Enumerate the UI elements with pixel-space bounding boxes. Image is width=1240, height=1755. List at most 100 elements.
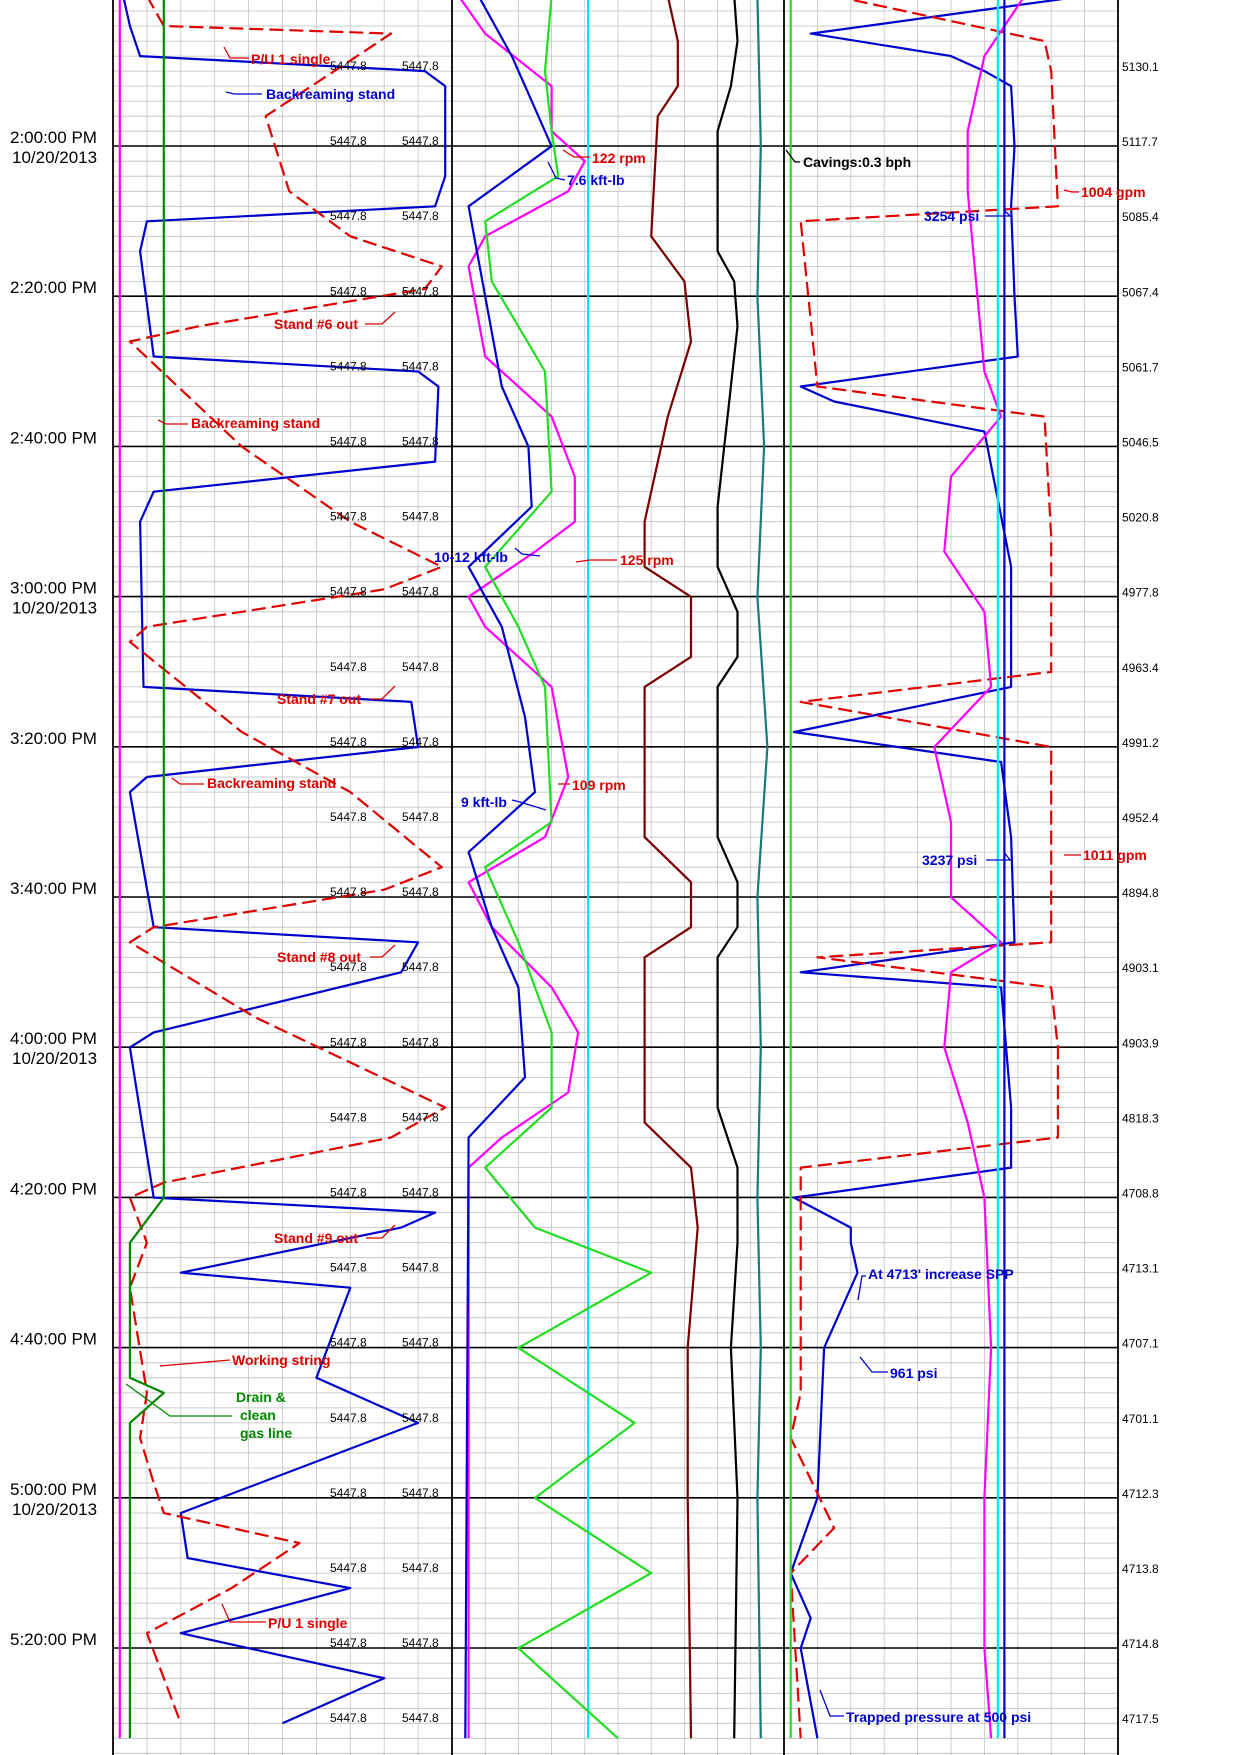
annotation-3254-psi: 3254 psi	[924, 208, 979, 224]
measured-depth-label: 4713.8	[1122, 1562, 1159, 1576]
measured-depth-label: 4712.3	[1122, 1487, 1159, 1501]
time-tick-label: 4:00:00 PM	[10, 1029, 97, 1048]
annotations: P/U 1 single Backreaming stand Stand #6 …	[191, 51, 1147, 1725]
date-tick-label: 10/20/2013	[12, 148, 97, 167]
bit-depth-label: 5447.8	[330, 1186, 367, 1200]
time-tick-label: 3:40:00 PM	[10, 879, 97, 898]
bit-depth-label: 5447.8	[330, 1336, 367, 1350]
bit-depth-label: 5447.8	[330, 284, 367, 298]
bit-depth-label: 5447.8	[330, 810, 367, 824]
annotation-122-rpm: 122 rpm	[592, 150, 646, 166]
measured-depth-label: 5061.7	[1122, 360, 1159, 374]
annotation-stand-7-out: Stand #7 out	[277, 691, 361, 707]
date-tick-label: 10/20/2013	[12, 1049, 97, 1068]
bit-depth-label: 5447.8	[330, 585, 367, 599]
series-line-track-3-3	[933, 0, 1024, 1739]
bit-depth-label-2: 5447.8	[402, 1110, 439, 1124]
bit-depth-label: 5447.8	[330, 1636, 367, 1650]
series-line-track-3-2	[789, 0, 1059, 1739]
annotation-pu-single-2: P/U 1 single	[268, 1615, 348, 1631]
bit-depth-label-2: 5447.8	[402, 1636, 439, 1650]
annotation-backreaming-3: Backreaming stand	[207, 775, 336, 791]
measured-depth-label: 4963.4	[1122, 661, 1159, 675]
bit-depth-label-2: 5447.8	[402, 134, 439, 148]
bit-depth-label-2: 5447.8	[402, 1186, 439, 1200]
time-tick-label: 5:20:00 PM	[10, 1630, 97, 1649]
annotation-stand-9-out: Stand #9 out	[274, 1230, 358, 1246]
measured-depth-label: 5020.8	[1122, 511, 1159, 525]
bit-depth-label-2: 5447.8	[402, 885, 439, 899]
bit-depth-label: 5447.8	[330, 1110, 367, 1124]
annotation-working-string: Working string	[232, 1352, 331, 1368]
annotation-stand-6-out: Stand #6 out	[274, 316, 358, 332]
time-tick-label: 3:00:00 PM	[10, 579, 97, 598]
measured-depth-label: 4894.8	[1122, 886, 1159, 900]
annotation-9-kftlb: 9 kft-lb	[461, 794, 507, 810]
series-line-track-2-3	[756, 0, 769, 1739]
annotation-cavings: Cavings:0.3 bph	[803, 154, 911, 170]
bit-depth-label: 5447.8	[330, 1486, 367, 1500]
annotation-pu-single-1: P/U 1 single	[251, 51, 331, 67]
bit-depth-label-2: 5447.8	[402, 59, 439, 73]
bit-depth-label: 5447.8	[330, 59, 367, 73]
bit-depth-label: 5447.8	[330, 735, 367, 749]
measured-depth-label: 4977.8	[1122, 586, 1159, 600]
series-line-track-2-7	[464, 0, 553, 1739]
series-line-track-2-5	[460, 0, 586, 1739]
measured-depth-label: 4701.1	[1122, 1412, 1159, 1426]
measured-depth-label: 5130.1	[1122, 60, 1159, 74]
measured-depth-label: 5067.4	[1122, 285, 1159, 299]
annotation-961-psi: 961 psi	[890, 1365, 937, 1381]
bit-depth-label-2: 5447.8	[402, 1486, 439, 1500]
bit-depth-label-2: 5447.8	[402, 660, 439, 674]
bit-depth-label-2: 5447.8	[402, 1711, 439, 1725]
measured-depth-label: 4952.4	[1122, 811, 1159, 825]
bit-depth-label: 5447.8	[330, 510, 367, 524]
series-line-track-1-1	[122, 0, 447, 1725]
bit-depth-label: 5447.8	[330, 1711, 367, 1725]
series-line-track-2-2	[716, 0, 739, 1739]
bit-depth-label-2: 5447.8	[402, 735, 439, 749]
measured-depth-label: 4991.2	[1122, 736, 1159, 750]
time-tick-label: 3:20:00 PM	[10, 729, 97, 748]
annotation-125-rpm: 125 rpm	[620, 552, 674, 568]
time-tick-label: 5:00:00 PM	[10, 1480, 97, 1499]
annotation-trapped-pressure: Trapped pressure at 500 psi	[846, 1709, 1031, 1725]
bit-depth-label-2: 5447.8	[402, 1336, 439, 1350]
annotation-drain-1: Drain &	[236, 1389, 286, 1405]
date-tick-label: 10/20/2013	[12, 599, 97, 618]
time-tick-label: 2:20:00 PM	[10, 278, 97, 297]
bit-depth-label: 5447.8	[330, 885, 367, 899]
bit-depth-label-2: 5447.8	[402, 435, 439, 449]
bit-depth-label-2: 5447.8	[402, 209, 439, 223]
bit-depth-label-2: 5447.8	[402, 1035, 439, 1049]
bit-depth-label: 5447.8	[330, 960, 367, 974]
bit-depth-label-2: 5447.8	[402, 1411, 439, 1425]
series-line-track-2-1	[643, 0, 699, 1739]
series-line-track-1-3	[128, 0, 165, 1739]
annotation-increase-spp: At 4713' increase SPP	[868, 1266, 1014, 1282]
bit-depth-label-2: 5447.8	[402, 810, 439, 824]
bit-depth-label: 5447.8	[330, 359, 367, 373]
annotation-backreaming-2: Backreaming stand	[191, 415, 320, 431]
bit-depth-label: 5447.8	[330, 134, 367, 148]
measured-depth-label: 5117.7	[1122, 135, 1158, 149]
measured-depth-label: 4713.1	[1122, 1262, 1159, 1276]
annotation-backreaming-1: Backreaming stand	[266, 86, 395, 102]
annotation-1004-gpm: 1004 gpm	[1081, 184, 1146, 200]
time-tick-label: 4:40:00 PM	[10, 1330, 97, 1349]
bit-depth-label: 5447.8	[330, 1261, 367, 1275]
time-tick-label: 2:00:00 PM	[10, 128, 97, 147]
time-tick-label: 2:40:00 PM	[10, 428, 97, 447]
annotation-leaders	[125, 46, 1081, 1717]
annotation-drain-3: gas line	[240, 1425, 292, 1441]
bit-depth-label: 5447.8	[330, 1411, 367, 1425]
series-layer	[118, 0, 1064, 1740]
series-line-track-1-2	[128, 0, 447, 1724]
date-tick-label: 10/20/2013	[12, 1500, 97, 1519]
measured-depth-label: 4903.9	[1122, 1036, 1159, 1050]
measured-depth-label: 5085.4	[1122, 210, 1159, 224]
measured-depth-label: 5046.5	[1122, 436, 1159, 450]
